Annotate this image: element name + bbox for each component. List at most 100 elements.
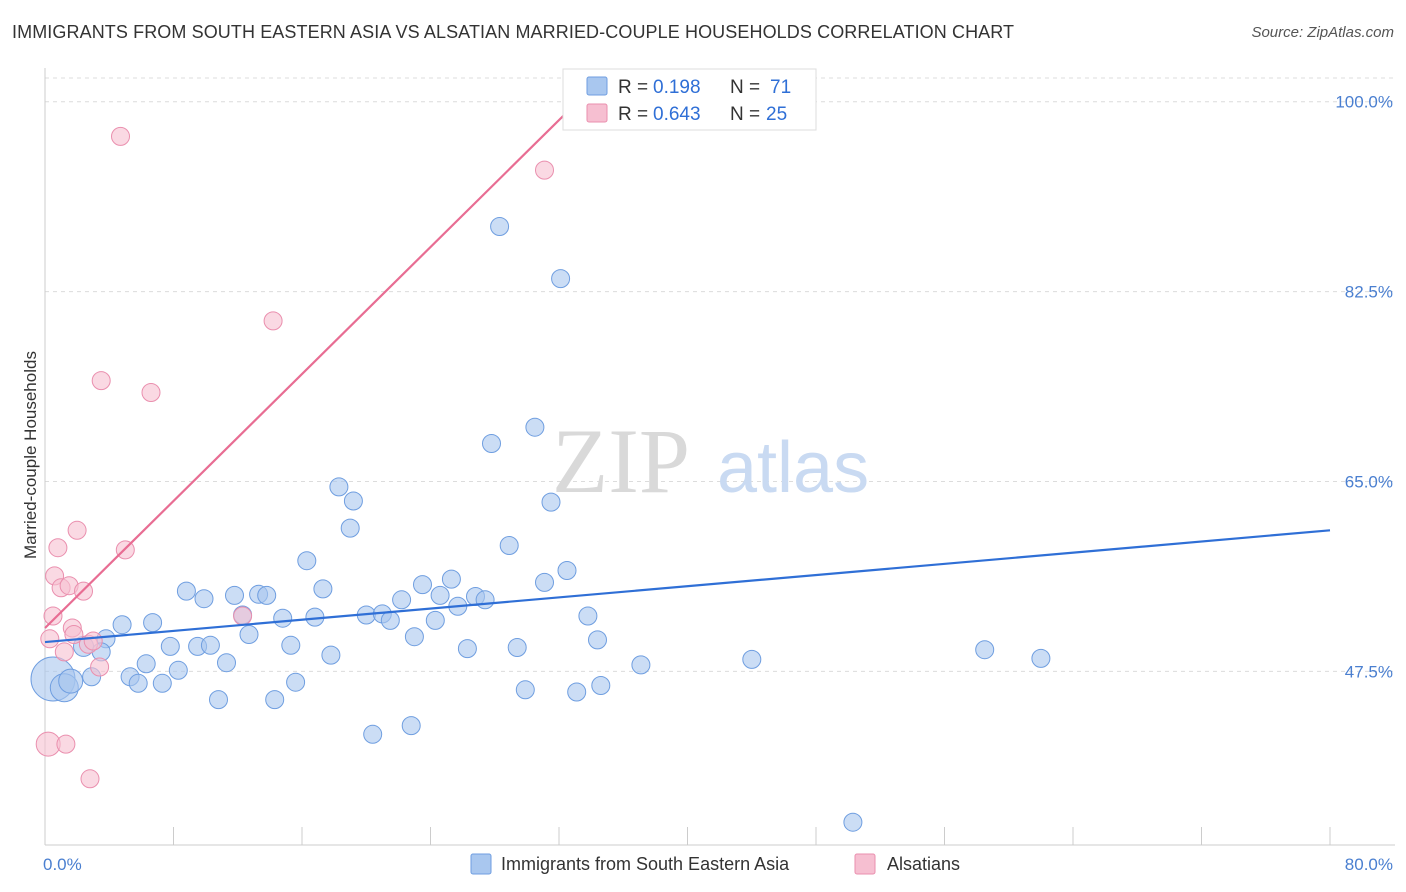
point-blue-51	[475, 590, 495, 610]
point-pink-6	[54, 642, 74, 662]
legend-swatch-blue	[586, 76, 608, 96]
point-blue-30	[297, 551, 317, 571]
point-blue-44	[413, 575, 432, 595]
point-blue-55	[507, 638, 527, 657]
point-blue-70	[1031, 648, 1051, 668]
point-blue-45	[425, 610, 445, 630]
point-pink-4	[48, 538, 68, 558]
y-tick-label-3: 100.0%	[1335, 93, 1393, 112]
point-blue-11	[143, 613, 163, 633]
point-blue-35	[340, 518, 360, 538]
point-blue-23	[239, 625, 259, 644]
point-pink-11	[67, 520, 87, 540]
series-pink-points	[35, 126, 554, 789]
point-blue-32	[313, 579, 333, 599]
point-blue-41	[392, 590, 412, 610]
point-blue-46	[430, 585, 450, 605]
legend-n-label-2: N =	[730, 104, 760, 125]
point-blue-38	[363, 724, 383, 744]
bottom-legend-swatch-pink	[854, 853, 876, 875]
point-pink-14	[80, 769, 100, 789]
watermark-atlas: atlas	[717, 428, 869, 508]
legend-box: R = 0.198 N = 71 R = 0.643 N = 25	[562, 68, 817, 131]
point-blue-26	[265, 690, 285, 710]
tick-labels: 47.5% 65.0% 82.5% 100.0% 0.0% 80.0%	[43, 93, 1393, 874]
point-blue-49	[457, 639, 477, 659]
point-blue-62	[567, 682, 587, 702]
x-tick-label-1: 80.0%	[1345, 855, 1393, 874]
legend-r-value-2: 0.643	[653, 104, 701, 125]
axes	[44, 68, 1395, 846]
point-blue-53	[490, 217, 510, 236]
point-blue-58	[535, 572, 554, 592]
y-tick-label-0: 47.5%	[1345, 662, 1393, 681]
point-blue-43	[404, 627, 424, 647]
point-blue-67	[742, 649, 762, 669]
legend-n-label-1: N =	[730, 77, 760, 98]
point-blue-2	[58, 668, 84, 694]
point-blue-25	[257, 585, 277, 605]
legend-r-value-1: 0.198	[653, 77, 701, 98]
bottom-legend-label-pink: Alsatians	[887, 854, 960, 874]
point-pink-15	[83, 631, 103, 651]
point-blue-36	[343, 491, 363, 511]
bottom-legend: Immigrants from South Eastern Asia Alsat…	[470, 853, 960, 875]
legend-swatch-pink	[586, 103, 608, 123]
point-blue-10	[136, 654, 156, 674]
point-pink-22	[263, 311, 283, 331]
point-blue-57	[525, 417, 545, 437]
point-blue-20	[217, 653, 236, 673]
point-blue-19	[209, 690, 228, 710]
point-blue-64	[588, 630, 607, 650]
point-blue-28	[281, 635, 301, 655]
y-tick-label-2: 82.5%	[1345, 283, 1393, 302]
series-blue-points	[30, 217, 1051, 832]
point-blue-9	[128, 673, 148, 693]
point-blue-65	[591, 676, 611, 695]
point-blue-33	[321, 645, 341, 665]
point-pink-2	[43, 606, 63, 626]
point-blue-12	[152, 673, 172, 693]
y-axis-label: Married-couple Households	[21, 351, 40, 559]
point-blue-47	[441, 569, 461, 589]
point-blue-27	[273, 608, 293, 628]
point-blue-21	[225, 585, 244, 605]
bottom-legend-label-blue: Immigrants from South Eastern Asia	[501, 854, 790, 874]
point-blue-17	[194, 589, 214, 609]
source-label: Source: ZipAtlas.com	[1251, 24, 1394, 41]
point-pink-7	[56, 734, 76, 754]
point-blue-66	[631, 655, 651, 675]
point-pink-21	[233, 606, 253, 626]
point-blue-14	[168, 660, 188, 680]
chart-title: IMMIGRANTS FROM SOUTH EASTERN ASIA VS AL…	[12, 22, 1015, 42]
trend-line-blue	[44, 529, 1331, 644]
point-blue-34	[329, 477, 349, 497]
legend-n-value-2: 25	[766, 104, 787, 125]
point-blue-69	[975, 640, 995, 660]
point-blue-63	[578, 606, 598, 626]
point-blue-18	[200, 635, 220, 655]
trend-lines	[44, 95, 1331, 644]
point-blue-56	[515, 680, 535, 700]
point-blue-60	[557, 561, 577, 580]
point-blue-7	[112, 615, 132, 635]
point-blue-68	[843, 812, 863, 832]
bottom-legend-swatch-blue	[470, 853, 492, 875]
legend-r-label-1: R =	[618, 77, 648, 98]
watermark-zip: ZIP	[552, 410, 690, 512]
point-blue-52	[482, 434, 501, 453]
point-blue-61	[551, 269, 571, 289]
trend-line-pink	[44, 95, 584, 629]
point-blue-13	[160, 636, 180, 656]
point-blue-15	[176, 581, 196, 601]
point-pink-18	[111, 126, 130, 146]
point-blue-29	[286, 672, 306, 692]
point-blue-59	[541, 492, 561, 512]
legend-n-value-1: 71	[770, 77, 791, 98]
point-pink-1	[40, 629, 60, 649]
point-blue-54	[499, 536, 519, 555]
point-blue-40	[380, 610, 400, 630]
point-pink-23	[535, 160, 554, 180]
y-tick-label-1: 65.0%	[1345, 472, 1393, 491]
